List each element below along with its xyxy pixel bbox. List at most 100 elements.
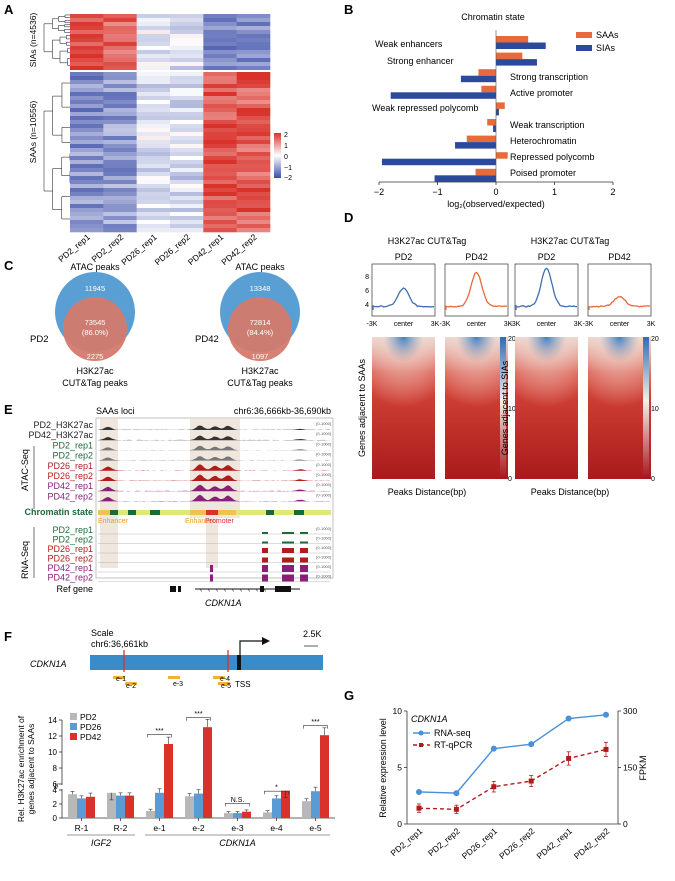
rna-peak	[282, 557, 294, 563]
heatmap-a-cell	[170, 88, 204, 93]
heatmap-a-cell	[70, 18, 104, 23]
heatmap-a-cell	[103, 38, 137, 43]
track-label: PD2_rep2	[52, 451, 93, 461]
track-label: PD42_H3K27ac	[28, 430, 93, 440]
enhancer-label: Enhancer	[98, 518, 129, 525]
category-label: Weak repressed polycomb	[372, 103, 478, 113]
bar-saas	[481, 85, 496, 93]
heatmap-a-cell	[70, 184, 104, 189]
heatmap-a-cell	[136, 140, 171, 145]
heatmap-a-cell	[170, 96, 204, 101]
heatmap-a-cell	[70, 104, 104, 109]
heatmap-a-cell	[170, 124, 204, 129]
heatmap-a-cell	[236, 100, 271, 105]
coverage-track	[98, 494, 330, 502]
heatmap-a-cell	[103, 46, 137, 51]
profile-x-tick: -3K	[510, 321, 521, 328]
x-axis-label: log₂(observed/expected)	[447, 199, 545, 209]
y-tick-label: 6	[53, 780, 58, 789]
rna-peak	[300, 557, 308, 563]
heatmap-x-label: Peaks Distance(bp)	[388, 487, 467, 497]
chromatin-state-chart: Weak enhancers Strong enhancer Strong tran…	[372, 30, 616, 209]
heatmap-a-cell	[103, 224, 137, 229]
heatmap-a-cell	[136, 46, 171, 51]
rna-peak	[300, 532, 308, 534]
heatmap-a-cell	[70, 62, 104, 67]
legend-label: PD26	[80, 722, 102, 732]
heatmap-a-cell	[170, 204, 204, 209]
heatmap-a-cell	[203, 132, 237, 137]
heatmap-a-cell	[203, 192, 237, 197]
heatmap-a-cell	[236, 200, 271, 205]
chromatin-segment	[236, 510, 266, 515]
heatmap-a-cell	[103, 192, 137, 197]
heatmap-a-cell	[70, 192, 104, 197]
heatmap-a-cell	[203, 140, 237, 145]
heatmap-a-cell	[203, 208, 237, 213]
venn-inner-label: H3K27ac	[241, 366, 279, 376]
heatmap-a-cell	[70, 84, 104, 89]
heatmap-a-cell	[136, 54, 171, 59]
heatmap-a-cell	[203, 172, 237, 177]
chromatin-segment	[294, 510, 304, 515]
group-label: IGF2	[91, 838, 111, 848]
heatmap-a-cell	[103, 216, 137, 221]
heatmap-a-cell	[236, 228, 271, 233]
heatmap-a-cell	[170, 108, 204, 113]
heatmap-a-cell	[136, 124, 171, 129]
heatmap-a-cell	[170, 66, 204, 71]
x-tick-label: e-1	[153, 823, 166, 833]
ref-gene-exon	[275, 586, 285, 592]
heatmap-a-cell	[170, 72, 204, 77]
heatmap-a-cell	[70, 172, 104, 177]
rna-peak	[282, 532, 294, 534]
heatmap-a-cell	[203, 26, 237, 31]
heatmap-a-cell	[203, 216, 237, 221]
bar	[107, 792, 116, 818]
track-label: PD2_rep1	[52, 440, 93, 450]
profile-frame	[514, 263, 579, 317]
heatmap-a-cell	[136, 224, 171, 229]
heatmap-a-cell	[136, 128, 171, 133]
profile-x-tick: center	[537, 321, 557, 328]
heatmap-a-cell	[70, 92, 104, 97]
heatmap-a-cell	[136, 66, 171, 71]
panel-label-a: A	[4, 2, 14, 17]
venn-only-h3k27ac: 2275	[87, 352, 104, 361]
heatmap-a-cell	[203, 120, 237, 125]
y-tick-label: 5	[397, 763, 402, 773]
heatmap-a-cell	[236, 80, 271, 85]
bar-sias	[496, 42, 546, 49]
heatmap-a-cell	[170, 172, 204, 177]
rna-track-label: PD42_rep1	[47, 563, 93, 573]
chromatin-state-label: Chromatin state	[24, 507, 93, 517]
heatmap-a-cell	[136, 216, 171, 221]
group-label: CDKN1A	[219, 838, 256, 848]
bar	[164, 744, 173, 818]
chromatin-segment	[274, 510, 294, 515]
heatmap-a-cell	[203, 88, 237, 93]
heatmap-a-cell	[170, 140, 204, 145]
profile-x-tick: -3K	[440, 321, 451, 328]
coverage-track	[98, 456, 330, 461]
venn-inner-label: CUT&Tag peaks	[62, 378, 128, 388]
heatmap-a-cell	[70, 140, 104, 145]
y-tick-label: 2	[53, 800, 58, 809]
heatmap-a-cell	[203, 188, 237, 193]
bar-sias	[496, 108, 499, 116]
heatmap-a-cell	[236, 204, 271, 209]
heatmap-scale	[500, 337, 506, 479]
heatmap-a-cell	[136, 100, 171, 105]
heatmap-a-cell	[103, 156, 137, 161]
heatmap-a-cell	[103, 120, 137, 125]
heatmap-a-cell	[170, 54, 204, 59]
heatmap-a-cell	[70, 200, 104, 205]
heatmap-a-cell	[170, 208, 204, 213]
heatmap-a-cell	[203, 164, 237, 169]
gene-name: CDKN1A	[30, 659, 67, 669]
legend-swatch	[70, 733, 77, 740]
heatmap-a-cell	[70, 124, 104, 129]
profile-x-tick: 3K	[504, 321, 513, 328]
heatmap-a-cell	[236, 88, 271, 93]
